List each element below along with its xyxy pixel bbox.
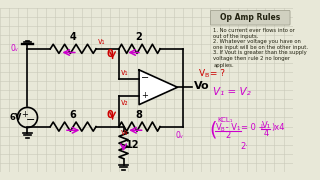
Text: 6: 6: [70, 110, 76, 120]
Text: )x4: )x4: [271, 123, 284, 132]
Text: KCL₁: KCL₁: [218, 117, 233, 123]
Text: 0: 0: [107, 110, 113, 120]
Polygon shape: [139, 70, 178, 105]
Text: 1. No current ever flows into or
out of the inputs.: 1. No current ever flows into or out of …: [213, 28, 295, 39]
Text: 0ᵥ: 0ᵥ: [175, 131, 183, 140]
Text: 2: 2: [136, 32, 142, 42]
Text: (: (: [210, 121, 217, 140]
Text: 12: 12: [126, 140, 140, 150]
Text: 2: 2: [225, 131, 230, 140]
Text: = ?: = ?: [207, 69, 225, 78]
Text: v₁: v₁: [98, 37, 105, 46]
Text: 3. If Vout is greater than the supply
voltage then rule 2 no longer
applies.: 3. If Vout is greater than the supply vo…: [213, 50, 307, 68]
Text: −: −: [140, 73, 148, 83]
Text: 2·: 2·: [241, 142, 249, 151]
Text: v₄: v₄: [121, 128, 128, 137]
Text: V₁ = V₂: V₁ = V₂: [213, 87, 251, 97]
Text: = 0 +: = 0 +: [241, 123, 265, 132]
Text: 4: 4: [70, 32, 76, 42]
Text: 0: 0: [107, 49, 113, 59]
Text: B: B: [204, 73, 208, 78]
Text: v₂: v₂: [121, 98, 128, 107]
Text: V: V: [216, 123, 222, 132]
Text: 4: 4: [263, 129, 269, 138]
FancyBboxPatch shape: [211, 10, 290, 25]
Text: +: +: [141, 91, 148, 100]
Text: v₁: v₁: [121, 68, 128, 77]
Text: 2. Whatever voltage you have on
one input will be on the other input.: 2. Whatever voltage you have on one inpu…: [213, 39, 308, 50]
Text: +: +: [21, 110, 28, 119]
Text: B: B: [220, 127, 224, 132]
Text: 6V: 6V: [9, 113, 22, 122]
Text: Op Amp Rules: Op Amp Rules: [220, 13, 280, 22]
Text: V: V: [198, 69, 205, 78]
Text: V₁: V₁: [262, 121, 271, 130]
Text: 0ᵥ: 0ᵥ: [11, 44, 19, 53]
Text: Vo: Vo: [194, 81, 210, 91]
Text: - V₁: - V₁: [223, 123, 241, 132]
Text: −: −: [26, 115, 35, 125]
Text: 8: 8: [136, 110, 142, 120]
